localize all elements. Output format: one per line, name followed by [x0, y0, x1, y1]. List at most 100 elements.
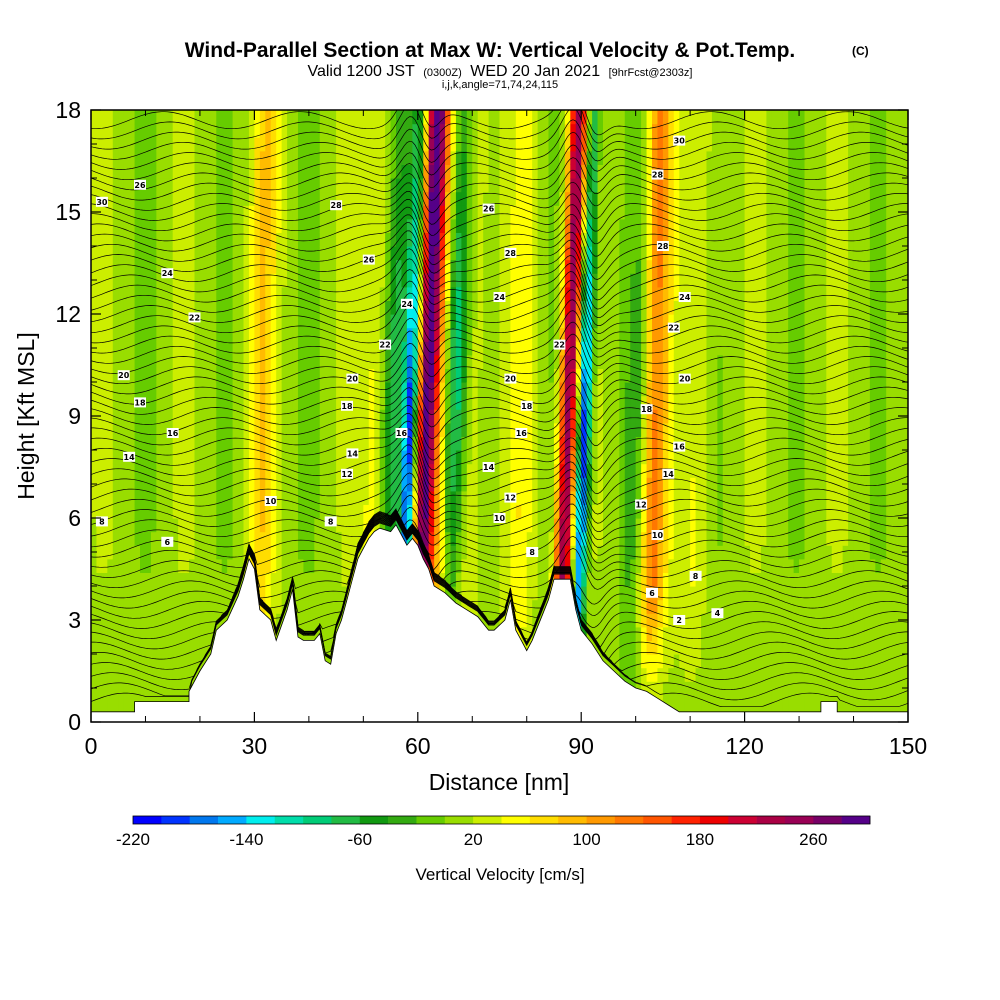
field-cell — [150, 123, 157, 138]
field-cell — [107, 246, 114, 261]
field-cell — [336, 409, 343, 424]
field-cell — [178, 110, 185, 125]
field-cell — [259, 205, 266, 220]
field-cell — [423, 490, 430, 505]
field-cell — [472, 409, 479, 424]
field-cell — [499, 110, 506, 125]
field-cell — [592, 205, 599, 220]
field-cell — [608, 558, 615, 573]
field-cell — [91, 450, 98, 465]
field-cell — [581, 164, 588, 179]
field-cell — [276, 286, 283, 301]
field-cell — [254, 382, 261, 397]
field-cell — [417, 300, 424, 315]
field-cell — [232, 572, 239, 587]
field-cell — [352, 327, 359, 342]
field-cell — [455, 504, 462, 519]
field-cell — [221, 572, 228, 587]
field-cell — [385, 354, 392, 369]
field-cell — [521, 341, 528, 356]
field-cell — [553, 354, 561, 369]
field-cell — [118, 436, 125, 451]
field-cell — [439, 490, 446, 505]
field-cell — [346, 518, 354, 533]
field-cell — [238, 409, 245, 424]
field-cell — [276, 531, 283, 546]
field-cell — [232, 382, 239, 397]
field-cell — [292, 246, 299, 261]
field-cell — [341, 246, 348, 261]
field-cell — [510, 259, 517, 274]
field-cell — [412, 450, 419, 465]
field-cell — [194, 613, 201, 628]
field-cell — [559, 137, 566, 152]
field-cell — [417, 395, 424, 410]
field-cell — [412, 205, 419, 220]
field-cell — [477, 436, 484, 451]
field-cell — [319, 477, 326, 492]
field-cell — [248, 164, 255, 179]
field-cell — [129, 586, 136, 601]
field-cell — [494, 368, 501, 383]
field-cell — [183, 572, 190, 587]
field-cell — [259, 422, 266, 437]
field-cell — [635, 477, 642, 492]
field-cell — [641, 178, 648, 193]
field-cell — [221, 286, 228, 301]
field-cell — [368, 327, 375, 342]
field-cell — [297, 259, 305, 274]
field-cell — [668, 436, 675, 451]
field-cell — [597, 246, 604, 261]
field-cell — [406, 409, 413, 424]
field-cell — [172, 518, 179, 533]
field-cell — [455, 463, 462, 478]
field-cell — [684, 477, 691, 492]
field-cell — [488, 232, 495, 247]
field-cell — [537, 178, 544, 193]
field-cell — [129, 246, 136, 261]
field-cell — [515, 273, 522, 288]
field-cell — [325, 436, 332, 451]
field-cell — [559, 531, 566, 546]
field-cell — [118, 572, 125, 587]
field-cell — [537, 463, 544, 478]
field-cell — [156, 599, 163, 614]
field-cell — [183, 314, 190, 329]
field-cell — [684, 191, 691, 206]
field-cell — [608, 259, 615, 274]
field-cell — [259, 436, 266, 451]
field-cell — [314, 518, 321, 533]
field-cell — [445, 436, 452, 451]
field-cell — [412, 286, 419, 301]
field-cell — [581, 218, 588, 233]
field-cell — [216, 422, 223, 437]
field-cell — [396, 178, 403, 193]
field-cell — [238, 246, 245, 261]
field-cell — [287, 273, 294, 288]
field-cell — [281, 150, 288, 165]
field-cell — [129, 123, 136, 138]
field-cell — [238, 341, 245, 356]
field-cell — [140, 123, 147, 138]
field-cell — [592, 191, 599, 206]
field-cell — [619, 286, 626, 301]
field-cell — [205, 586, 212, 601]
field-cell — [91, 586, 98, 601]
field-cell — [112, 218, 119, 233]
field-cell — [330, 382, 337, 397]
field-cell — [673, 409, 680, 424]
field-cell — [684, 558, 691, 573]
field-cell — [248, 137, 255, 152]
field-cell — [199, 314, 206, 329]
field-cell — [199, 150, 206, 165]
valid-time-line: Valid 1200 JST (0300Z) WED 20 Jan 2021 [… — [307, 63, 692, 80]
field-cell — [652, 273, 659, 288]
field-cell — [281, 490, 288, 505]
field-cell — [494, 463, 501, 478]
field-cell — [194, 178, 201, 193]
field-cell — [325, 613, 332, 628]
field-cell — [570, 137, 577, 152]
field-cell — [96, 382, 103, 397]
field-cell — [221, 137, 228, 152]
field-cell — [390, 137, 397, 152]
